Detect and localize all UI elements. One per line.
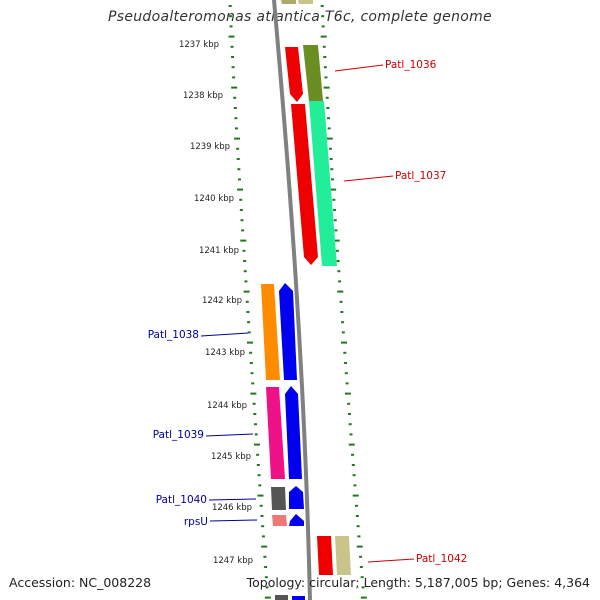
gene-label-rpsu[interactable]: rpsU [184, 516, 208, 528]
gene-feature-bottom-1[interactable] [275, 595, 288, 600]
tick-rings [228, 5, 367, 599]
gene-label-patl-1039[interactable]: Patl_1039 [153, 429, 204, 441]
genome-summary: Topology: circular; Length: 5,187,005 bp… [246, 575, 590, 590]
gene-feature-patl-1038-gene[interactable] [261, 284, 280, 380]
gene-feature-patl-1040-gene[interactable] [271, 487, 286, 510]
kbp-label: 1238 kbp [183, 91, 223, 101]
leader-line-rpsu [209, 519, 258, 522]
kbp-label: 1245 kbp [211, 452, 251, 462]
gene-feature-top-1[interactable] [281, 0, 296, 4]
gene-label-patl-1040[interactable]: Patl_1040 [156, 494, 207, 506]
gene-label-patl-1042[interactable]: Patl_1042 [416, 553, 467, 565]
leader-line-patl-1040 [208, 498, 257, 501]
gene-feature-bottom-2[interactable] [292, 596, 305, 600]
kbp-label: 1239 kbp [190, 142, 230, 152]
gene-label-patl-1038[interactable]: Patl_1038 [148, 329, 199, 341]
kbp-label: 1242 kbp [202, 296, 242, 306]
gene-feature-patl-1036-gene[interactable] [303, 45, 323, 101]
gene-feature-rpsu-gene[interactable] [272, 515, 287, 526]
gene-feature-patl-1036-cds[interactable] [285, 47, 303, 102]
kbp-label: 1237 kbp [179, 40, 219, 50]
leader-line-patl-1037 [343, 175, 394, 182]
gene-feature-patl-1040-cds[interactable] [289, 486, 304, 509]
leader-lines [200, 64, 415, 563]
kbp-label: 1243 kbp [205, 348, 245, 358]
gene-features[interactable] [261, 0, 351, 600]
gene-feature-top-2[interactable] [298, 0, 313, 4]
leader-line-patl-1038 [200, 332, 249, 337]
accession-label: Accession: NC_008228 [9, 575, 152, 590]
kbp-label: 1241 kbp [199, 246, 239, 256]
kbp-label: 1246 kbp [212, 503, 252, 513]
genome-title: Pseudoalteromonas atlantica T6c, complet… [108, 9, 492, 25]
gene-feature-patl-1042-cds[interactable] [317, 536, 333, 575]
gene-feature-patl-1039-gene[interactable] [266, 387, 285, 479]
kbp-label: 1244 kbp [207, 401, 247, 411]
leader-line-patl-1039 [205, 433, 254, 437]
genome-backbone [272, 0, 312, 600]
gene-label-patl-1036[interactable]: Patl_1036 [385, 59, 437, 71]
gene-label-patl-1037[interactable]: Patl_1037 [395, 170, 446, 182]
gene-feature-patl-1042-gene[interactable] [335, 536, 351, 575]
leader-line-patl-1042 [367, 558, 415, 563]
kbp-label: 1240 kbp [194, 194, 234, 204]
kbp-label: 1247 kbp [213, 556, 253, 566]
gene-feature-patl-1038-cds[interactable] [279, 283, 297, 380]
gene-feature-rpsu-cds[interactable] [289, 514, 304, 526]
gene-feature-patl-1039-cds[interactable] [285, 386, 302, 479]
gene-feature-patl-1037-gene[interactable] [309, 101, 337, 266]
gene-labels[interactable]: Patl_1036 Patl_1037 Patl_1038 Patl_1039 Patl… [148, 59, 468, 565]
gene-feature-patl-1037-cds[interactable] [291, 104, 318, 265]
leader-line-patl-1036 [334, 64, 384, 72]
kbp-labels: 1237 kbp 1238 kbp 1239 kbp 1240 kbp 1241 kbp… [179, 40, 253, 566]
